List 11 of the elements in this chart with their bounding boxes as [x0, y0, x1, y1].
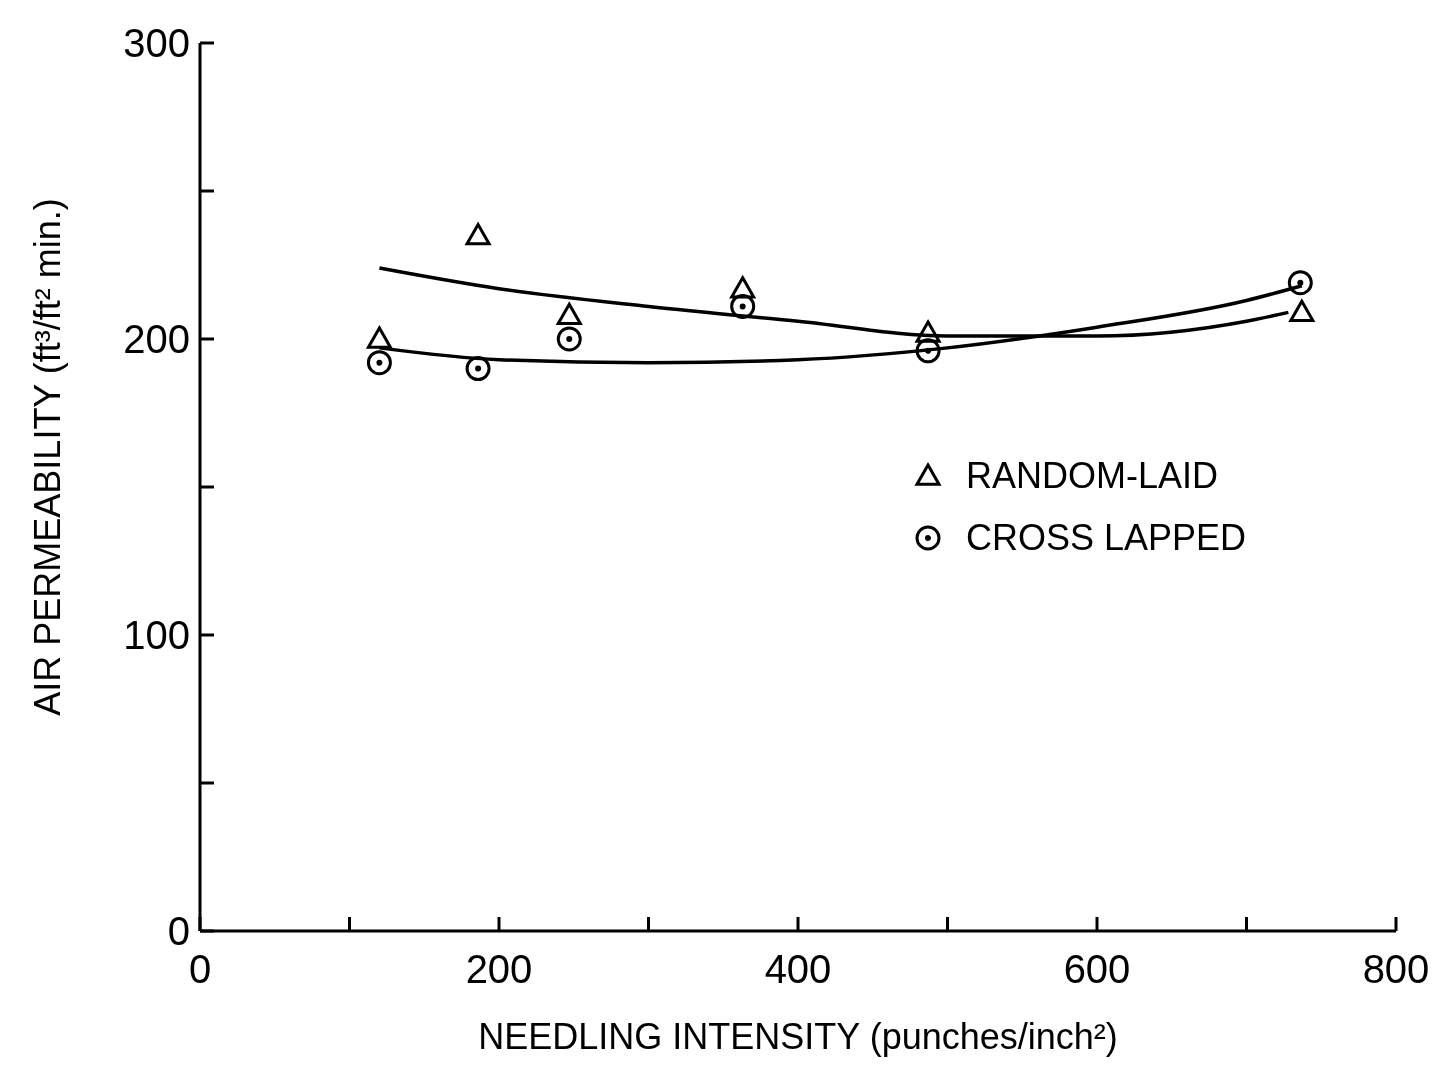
x-tick-label: 200 — [465, 947, 533, 991]
x-tick-label: 800 — [1362, 947, 1430, 991]
y-tick-label: 200 — [123, 317, 190, 361]
x-tick-label: 600 — [1063, 947, 1131, 991]
x-axis-title: NEEDLING INTENSITY (punches/inch²) — [478, 1016, 1118, 1057]
x-tick-label: 400 — [764, 947, 832, 991]
y-tick-label: 100 — [123, 613, 190, 657]
y-axis-title: AIR PERMEABILITY (ft³/ft² min.) — [27, 198, 68, 716]
y-tick-label: 300 — [123, 21, 190, 65]
legend-label: RANDOM-LAID — [966, 455, 1219, 496]
y-tick-label: 0 — [167, 909, 190, 953]
